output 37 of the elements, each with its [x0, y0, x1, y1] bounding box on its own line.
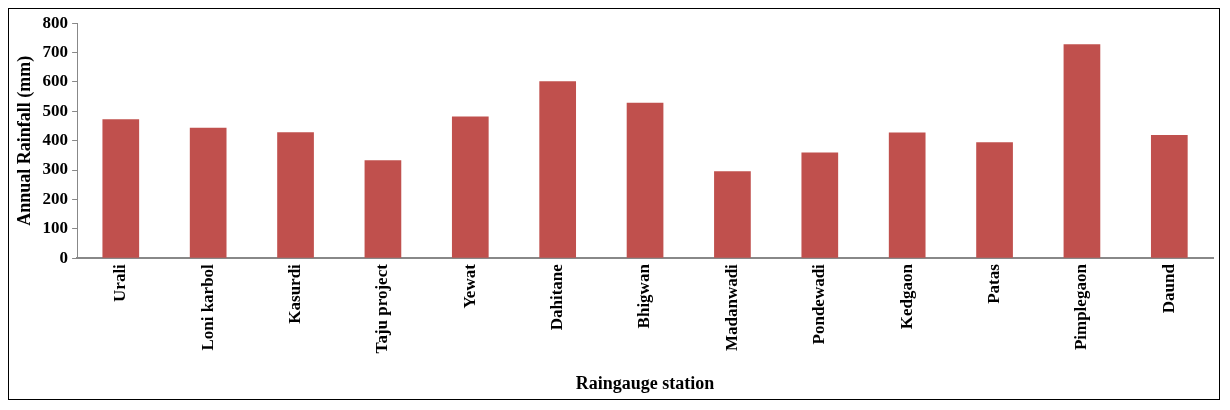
x-tick-label: Kasurdi: [284, 263, 304, 324]
bar: [451, 116, 489, 258]
bar: [888, 132, 926, 258]
x-tick-label: Yewat: [459, 263, 479, 309]
x-axis-title: Raingauge station: [575, 372, 715, 393]
y-tick-label: 800: [42, 12, 69, 32]
x-tick-label: Taju project: [372, 263, 392, 354]
x-tick-label: Dahitane: [547, 263, 567, 331]
bar: [277, 132, 314, 258]
x-tick-label: Pimplegaon: [1071, 263, 1091, 351]
x-tick-label: Patas: [983, 263, 1003, 304]
bar: [1150, 135, 1188, 258]
y-tick-label: 0: [59, 247, 69, 267]
x-tick-label: Madanwadi: [721, 263, 741, 352]
y-axis-title: Annual Rainfall (mm): [14, 55, 36, 226]
y-tick-label: 400: [42, 130, 69, 150]
y-tick-label: 200: [42, 188, 69, 208]
bar: [539, 81, 577, 258]
bar: [189, 127, 227, 258]
bar: [1063, 44, 1101, 258]
x-tick-label: Kedgaon: [896, 263, 916, 330]
bar: [626, 102, 664, 258]
x-tick-label: Urali: [110, 263, 130, 302]
x-tick-label: Pondewadi: [809, 263, 829, 345]
y-tick-label: 300: [42, 159, 69, 179]
y-tick-label: 500: [42, 100, 69, 120]
bar: [714, 171, 751, 258]
bar: [976, 142, 1013, 258]
bar: [102, 119, 140, 258]
bar: [801, 152, 839, 258]
bar: [364, 160, 402, 258]
y-tick-label: 100: [42, 218, 69, 238]
y-tick-label: 600: [42, 71, 69, 91]
y-tick-label: 700: [42, 41, 69, 61]
x-tick-label: Daund: [1158, 263, 1178, 314]
x-tick-label: Bhigwan: [634, 263, 654, 329]
x-tick-label: Loni karbol: [197, 263, 217, 351]
